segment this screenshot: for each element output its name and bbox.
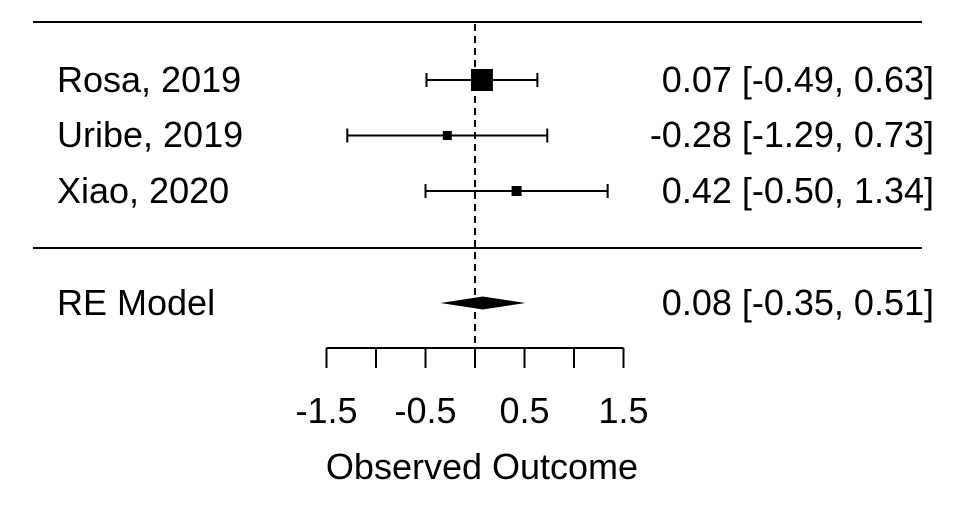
- study-estimate: 0.42 [-0.50, 1.34]: [661, 170, 934, 211]
- summary-estimate: 0.08 [-0.35, 0.51]: [661, 282, 934, 323]
- study-marker: [470, 69, 493, 91]
- study-label: Xiao, 2020: [57, 170, 230, 211]
- x-tick-label: -1.5: [295, 390, 358, 431]
- study-marker: [442, 131, 452, 140]
- study-estimate: -0.28 [-1.29, 0.73]: [649, 114, 934, 155]
- x-tick-label: 1.5: [598, 390, 649, 431]
- summary-diamond: [440, 296, 526, 310]
- study-label: Uribe, 2019: [57, 114, 244, 155]
- x-axis-title: Observed Outcome: [325, 446, 639, 487]
- study-marker: [511, 186, 522, 196]
- study-label: Rosa, 2019: [57, 59, 242, 100]
- summary-label: RE Model: [57, 282, 216, 323]
- study-estimate: 0.07 [-0.49, 0.63]: [661, 59, 934, 100]
- x-tick-label: -0.5: [394, 390, 457, 431]
- x-tick-label: 0.5: [499, 390, 550, 431]
